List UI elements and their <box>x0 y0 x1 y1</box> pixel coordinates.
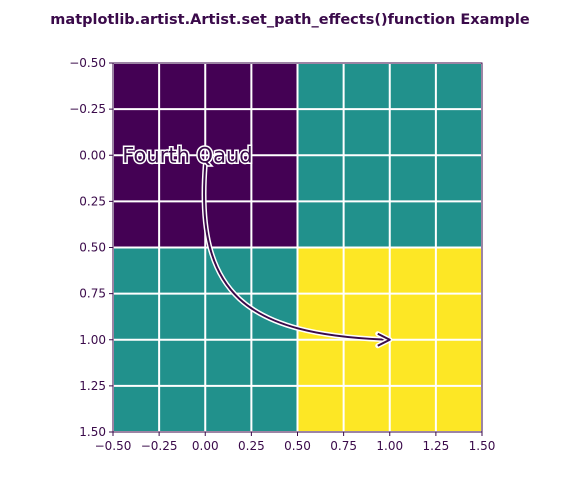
annotation-arrow <box>203 164 390 341</box>
x-tick-label: −0.25 <box>141 439 178 453</box>
x-tick-label: 1.25 <box>423 439 450 453</box>
x-tick-label: 0.75 <box>330 439 357 453</box>
x-tick-label: 0.25 <box>238 439 265 453</box>
x-axis: −0.50 −0.25 0.00 0.25 0.50 0.75 1.00 1.25 1.50 <box>95 432 496 453</box>
y-tick-label: 0.25 <box>79 194 106 208</box>
x-tick-label: 1.50 <box>469 439 496 453</box>
y-tick-label: 0.00 <box>79 148 106 162</box>
x-tick-label: 1.00 <box>376 439 403 453</box>
annotation-label: Fourth Qaud <box>122 143 252 167</box>
y-axis: −0.50 −0.25 0.00 0.25 0.50 0.75 1.00 1.25 1.50 <box>69 56 113 439</box>
y-tick-label: 1.50 <box>79 425 106 439</box>
x-tick-label: −0.50 <box>95 439 132 453</box>
y-tick-label: −0.50 <box>69 56 106 70</box>
y-tick-label: −0.25 <box>69 102 106 116</box>
x-tick-label: 0.00 <box>192 439 219 453</box>
y-tick-label: 0.50 <box>79 241 106 255</box>
x-tick-label: 0.50 <box>284 439 311 453</box>
y-tick-label: 0.75 <box>79 287 106 301</box>
y-tick-label: 1.00 <box>79 333 106 347</box>
arrow-head <box>377 332 391 347</box>
annotation: Fourth Qaud <box>121 142 393 349</box>
chart-title: matplotlib.artist.Artist.set_path_effect… <box>50 12 530 28</box>
y-tick-label: 1.25 <box>79 379 106 393</box>
